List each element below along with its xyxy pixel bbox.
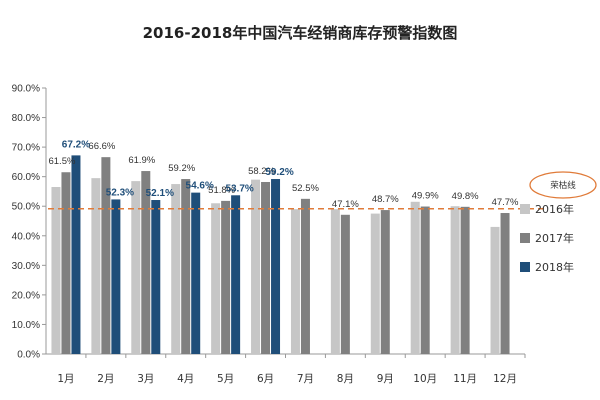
data-label-2018: 54.6% bbox=[186, 181, 214, 192]
x-tick-label: 12月 bbox=[493, 373, 517, 385]
bar bbox=[450, 206, 460, 354]
bar bbox=[330, 209, 340, 354]
bar bbox=[420, 206, 430, 354]
bar bbox=[370, 213, 380, 354]
x-tick-label: 1月 bbox=[57, 373, 74, 385]
bar bbox=[251, 179, 261, 354]
data-label-2017: 49.8% bbox=[452, 191, 479, 202]
y-tick-label: 80.0% bbox=[12, 113, 40, 124]
chart-title: 2016-2018年中国汽车经销商库存预警指数图 bbox=[143, 24, 458, 42]
legend-label: 2017年 bbox=[535, 231, 574, 245]
data-label-2018: 59.2% bbox=[265, 167, 293, 178]
bar bbox=[71, 155, 81, 354]
bar bbox=[500, 213, 510, 354]
y-tick-label: 90.0% bbox=[12, 84, 40, 95]
data-label-2018: 52.1% bbox=[146, 188, 174, 199]
data-label-2017: 47.7% bbox=[492, 197, 519, 208]
legend-label: 2016年 bbox=[535, 202, 574, 216]
legend-swatch bbox=[520, 262, 530, 272]
bar bbox=[231, 195, 241, 354]
data-label-2018: 53.7% bbox=[225, 183, 253, 194]
legend-swatch bbox=[520, 233, 530, 243]
data-label-2017: 52.5% bbox=[292, 183, 319, 194]
bar bbox=[181, 179, 191, 354]
bar bbox=[221, 200, 231, 354]
data-label-2017: 47.1% bbox=[332, 199, 359, 210]
bar bbox=[261, 181, 271, 354]
data-label-2017: 58.2% bbox=[248, 166, 275, 177]
data-label-2017: 51.8% bbox=[208, 185, 235, 196]
y-tick-label: 30.0% bbox=[12, 261, 40, 272]
x-tick-label: 7月 bbox=[297, 373, 314, 385]
x-tick-label: 6月 bbox=[257, 373, 274, 385]
bar bbox=[91, 178, 101, 354]
bar bbox=[490, 226, 500, 354]
x-tick-label: 3月 bbox=[137, 373, 154, 385]
bar bbox=[460, 206, 470, 354]
reference-line-label: 荣枯线 bbox=[550, 180, 576, 191]
data-label-2017: 48.7% bbox=[372, 194, 399, 205]
bar bbox=[131, 181, 141, 354]
bar bbox=[61, 172, 71, 354]
x-tick-label: 8月 bbox=[337, 373, 354, 385]
bar bbox=[290, 209, 300, 354]
data-label-2017: 66.6% bbox=[88, 141, 115, 152]
bar bbox=[101, 157, 111, 354]
y-tick-label: 0.0% bbox=[17, 350, 40, 361]
data-label-2017: 49.9% bbox=[412, 191, 439, 202]
x-tick-label: 4月 bbox=[177, 373, 194, 385]
bar bbox=[211, 203, 221, 354]
x-tick-label: 9月 bbox=[377, 373, 394, 385]
data-label-2017: 59.2% bbox=[168, 163, 195, 174]
y-tick-label: 70.0% bbox=[12, 143, 40, 154]
bar bbox=[271, 179, 281, 354]
y-tick-label: 10.0% bbox=[12, 320, 40, 331]
reference-line-callout bbox=[529, 171, 597, 199]
bar bbox=[151, 200, 161, 354]
bar bbox=[410, 201, 420, 354]
x-tick-label: 11月 bbox=[453, 373, 477, 385]
bar bbox=[380, 210, 390, 354]
data-label-2017: 61.9% bbox=[128, 155, 155, 166]
x-tick-label: 10月 bbox=[413, 373, 437, 385]
bar bbox=[340, 214, 350, 354]
data-label-2018: 67.2% bbox=[62, 139, 90, 150]
y-tick-label: 60.0% bbox=[12, 172, 40, 183]
y-tick-label: 50.0% bbox=[12, 202, 40, 213]
data-label-2017: 61.5% bbox=[48, 156, 75, 167]
bar bbox=[300, 198, 310, 354]
legend-swatch bbox=[520, 204, 530, 214]
bar bbox=[141, 171, 151, 354]
x-tick-label: 5月 bbox=[217, 373, 234, 385]
y-tick-label: 20.0% bbox=[12, 290, 40, 301]
bar bbox=[171, 184, 181, 354]
bar bbox=[111, 199, 121, 354]
y-tick-label: 40.0% bbox=[12, 231, 40, 242]
legend-label: 2018年 bbox=[535, 260, 574, 274]
bar bbox=[191, 192, 201, 354]
data-label-2018: 52.3% bbox=[106, 187, 134, 198]
x-tick-label: 2月 bbox=[97, 373, 114, 385]
bar bbox=[51, 187, 61, 354]
